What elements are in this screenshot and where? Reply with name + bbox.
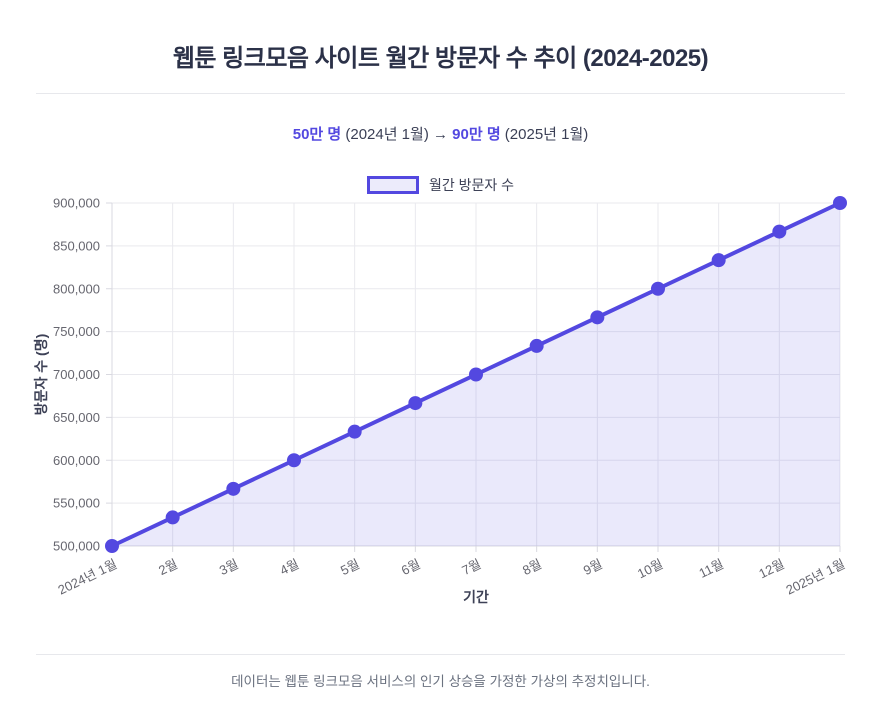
line-chart: 500,000 550,000 600,000 650,000 700,000 750,0… bbox=[30, 185, 850, 615]
x-tick-label: 7월 bbox=[459, 556, 483, 578]
y-tick-label: 650,000 bbox=[53, 410, 100, 425]
data-point[interactable] bbox=[226, 481, 241, 496]
data-point[interactable] bbox=[590, 310, 605, 325]
chart-canvas: 500,000 550,000 600,000 650,000 700,000 750,0… bbox=[33, 196, 847, 606]
data-point[interactable] bbox=[347, 424, 362, 439]
subtitle-mid-text: (2024년 1월) → bbox=[341, 126, 453, 143]
x-tick-label: 9월 bbox=[581, 556, 605, 578]
x-tick-label: 11월 bbox=[697, 556, 726, 581]
subtitle: 50만 명 (2024년 1월) → 90만 명 (2025년 1월) bbox=[0, 123, 881, 144]
x-tick-label: 4월 bbox=[277, 556, 301, 578]
footer-note: 데이터는 웹툰 링크모음 서비스의 인기 상승을 가정한 가상의 추정치입니다. bbox=[231, 674, 650, 689]
subtitle-end-text: (2025년 1월) bbox=[500, 126, 589, 143]
x-tick-label: 2월 bbox=[156, 556, 180, 578]
y-tick-label: 750,000 bbox=[53, 324, 100, 339]
x-tick-label: 5월 bbox=[338, 556, 362, 578]
y-tick-label: 700,000 bbox=[53, 367, 100, 382]
data-point[interactable] bbox=[711, 253, 726, 268]
data-point[interactable] bbox=[408, 396, 423, 411]
x-tick-label: 8월 bbox=[520, 556, 544, 578]
subtitle-start-value: 50만 명 bbox=[292, 126, 342, 143]
x-tick-label: 2025년 1월 bbox=[783, 556, 847, 597]
y-tick-label: 500,000 bbox=[53, 539, 100, 554]
x-tick-label: 12월 bbox=[756, 556, 786, 581]
subtitle-end-value: 90만 명 bbox=[452, 126, 501, 143]
x-tick-label: 10월 bbox=[635, 556, 665, 581]
data-point[interactable] bbox=[287, 453, 301, 468]
x-tick-label: 2024년 1월 bbox=[55, 556, 119, 597]
legend-swatch bbox=[366, 176, 419, 194]
data-point[interactable] bbox=[105, 539, 119, 553]
x-tick-label: 3월 bbox=[217, 556, 241, 578]
y-tick-label: 850,000 bbox=[53, 238, 100, 253]
y-tick-label: 800,000 bbox=[53, 281, 100, 296]
page-title: 웹툰 링크모음 사이트 월간 방문자 수 추이 (2024-2025) bbox=[172, 45, 709, 72]
y-tick-label: 900,000 bbox=[53, 196, 100, 211]
y-axis-title: 방문자 수 (명) bbox=[33, 334, 49, 416]
footer-divider bbox=[36, 654, 845, 655]
chart-legend[interactable]: 월간 방문자 수 bbox=[0, 174, 881, 196]
legend-label: 월간 방문자 수 bbox=[428, 177, 515, 193]
y-tick-label: 600,000 bbox=[53, 453, 100, 468]
x-tick-label: 6월 bbox=[399, 556, 423, 578]
data-point[interactable] bbox=[651, 281, 665, 296]
title-divider bbox=[36, 93, 845, 94]
data-point[interactable] bbox=[833, 196, 847, 210]
data-point[interactable] bbox=[529, 338, 544, 353]
x-axis-title: 기간 bbox=[463, 589, 489, 605]
data-point[interactable] bbox=[165, 510, 180, 525]
data-point[interactable] bbox=[772, 224, 787, 239]
y-tick-label: 550,000 bbox=[53, 496, 100, 511]
data-point[interactable] bbox=[469, 367, 483, 382]
